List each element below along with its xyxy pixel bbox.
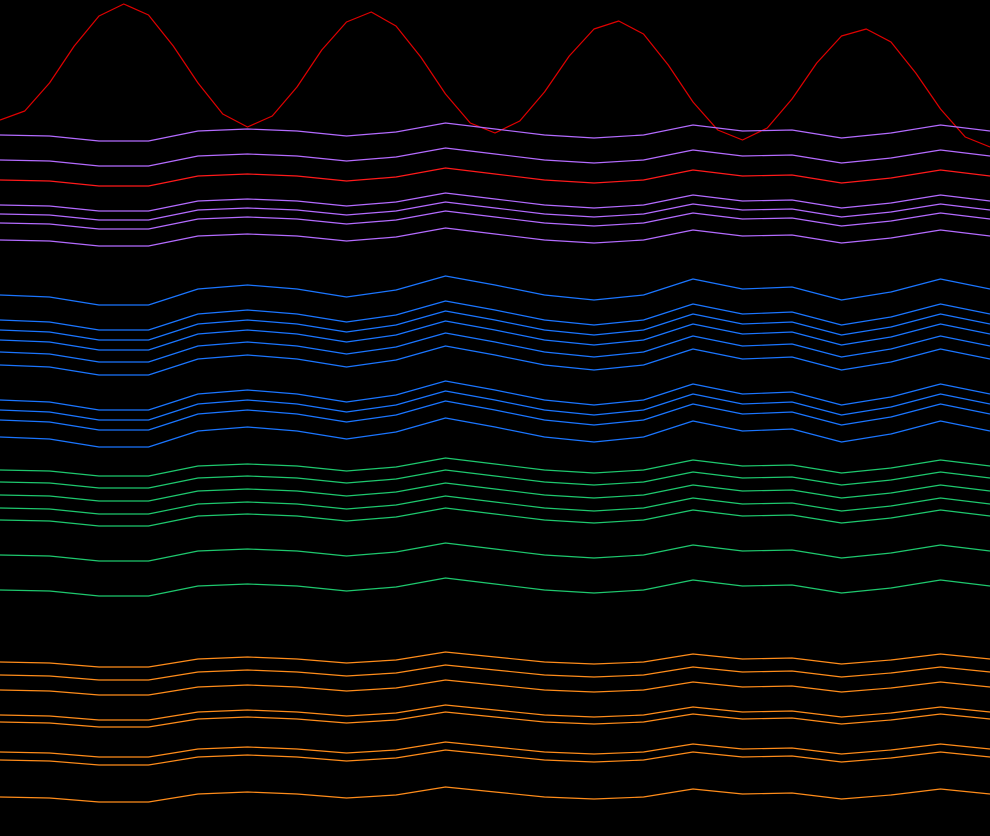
trace <box>0 345 990 376</box>
trace <box>0 310 990 341</box>
trace <box>0 192 990 212</box>
trace <box>0 482 990 502</box>
trace <box>0 711 990 728</box>
trace <box>0 542 990 562</box>
trace <box>0 400 990 431</box>
trace <box>0 417 990 448</box>
trace <box>0 457 990 477</box>
trace <box>0 332 990 363</box>
trace <box>0 201 990 221</box>
trace <box>0 275 990 306</box>
trace <box>0 147 990 167</box>
trace <box>0 167 990 187</box>
trace <box>0 651 990 668</box>
trace <box>0 664 990 681</box>
trace <box>0 380 990 411</box>
trace <box>0 320 990 351</box>
trace <box>0 3 990 148</box>
trace <box>0 300 990 331</box>
trace <box>0 679 990 696</box>
trace <box>0 495 990 515</box>
trace <box>0 786 990 803</box>
trace <box>0 227 990 247</box>
trace <box>0 122 990 142</box>
trace <box>0 390 990 421</box>
trace <box>0 469 990 489</box>
trace <box>0 741 990 758</box>
trace <box>0 577 990 597</box>
trace <box>0 507 990 527</box>
trace <box>0 749 990 766</box>
trace <box>0 704 990 721</box>
trace <box>0 210 990 230</box>
